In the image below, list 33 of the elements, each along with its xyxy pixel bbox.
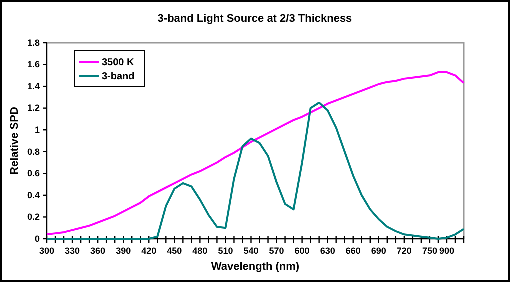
x-tick-label: 540 — [244, 246, 259, 256]
y-tick-label: 0.4 — [27, 190, 40, 200]
y-tick-label: 1.2 — [27, 103, 40, 114]
chart-title: 3-band Light Source at 2/3 Thickness — [158, 13, 352, 25]
y-axis-title: Relative SPD — [9, 107, 21, 175]
y-tick-label: 1 — [34, 124, 40, 135]
x-tick-label: 750 — [422, 246, 438, 256]
x-tick-label: 300 — [39, 246, 55, 256]
y-tick-label: 0 — [34, 234, 40, 244]
x-tick-label: 330 — [65, 246, 80, 256]
y-tick-label: 0.8 — [27, 146, 40, 157]
x-tick-label: 690 — [371, 246, 386, 256]
x-tick-label: 480 — [192, 246, 208, 256]
legend-label: 3-band — [102, 72, 135, 82]
x-tick-label: 390 — [116, 246, 132, 256]
x-tick-label: 660 — [346, 246, 361, 256]
x-tick-label: 360 — [90, 246, 106, 256]
y-tick-label: 0.2 — [27, 212, 40, 222]
y-tick-label: 0.6 — [27, 168, 40, 179]
x-tick-label: 420 — [142, 246, 157, 256]
x-axis-title: Wavelength (nm) — [211, 261, 300, 273]
x-tick-label: 570 — [269, 246, 284, 256]
x-tick-label: 510 — [218, 246, 234, 256]
x-tick-label: 720 — [396, 246, 412, 256]
x-tick-label: 900 — [439, 246, 454, 256]
y-tick-label: 1.4 — [27, 81, 40, 92]
y-tick-label: 1.8 — [27, 38, 40, 48]
x-tick-label: 600 — [294, 246, 310, 256]
line-series — [46, 71, 465, 236]
legend-label: 3500 K — [102, 58, 136, 68]
y-tick-label: 1.6 — [27, 60, 40, 70]
x-tick-label: 630 — [320, 246, 336, 256]
x-tick-label: 450 — [167, 246, 182, 256]
